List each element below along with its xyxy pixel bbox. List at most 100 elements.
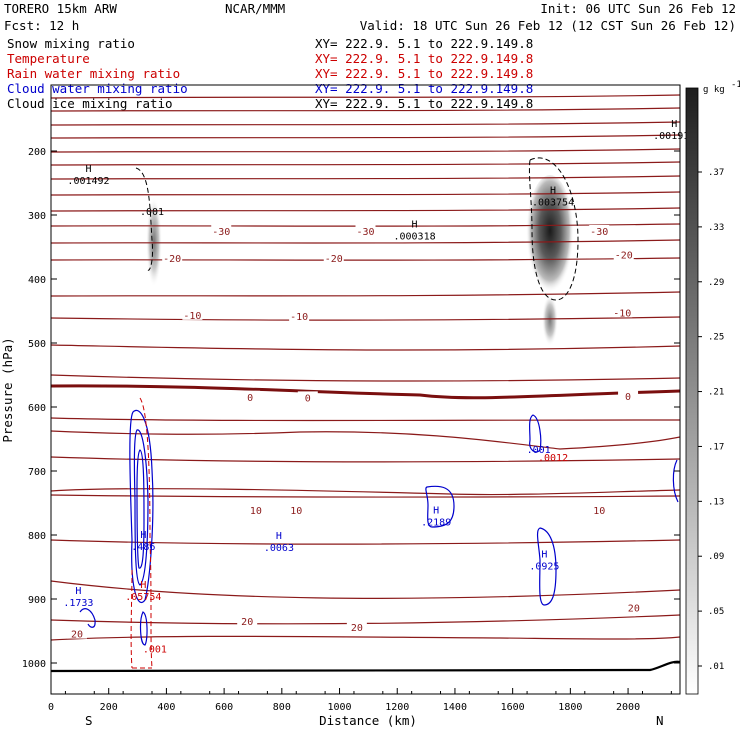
legend-xy-temperature: XY= 222.9. 5.1 to 222.9.149.8 bbox=[315, 51, 533, 66]
legend-xy-snow: XY= 222.9. 5.1 to 222.9.149.8 bbox=[315, 36, 533, 51]
x-axis-south-label: S bbox=[85, 713, 93, 728]
x-tick-label: 1000 bbox=[327, 702, 351, 713]
colorbar-ramp bbox=[685, 87, 699, 695]
temperature-label-bg bbox=[211, 225, 232, 236]
y-tick-label: 1000 bbox=[22, 659, 46, 670]
extremum-value: .001492 bbox=[67, 176, 109, 187]
colorbar-tick-label: .25 bbox=[708, 333, 724, 343]
plot-content bbox=[51, 94, 680, 673]
temperature-label: 20 bbox=[241, 617, 253, 628]
x-tick-label: 600 bbox=[215, 702, 233, 713]
legend-label-snow: Snow mixing ratio bbox=[7, 36, 135, 51]
temperature-contour-warm-3 bbox=[51, 635, 680, 641]
temperature-label: -20 bbox=[325, 254, 343, 265]
y-tick-label: 900 bbox=[28, 595, 46, 606]
extremum-value: .2189 bbox=[421, 518, 451, 529]
temperature-label: -10 bbox=[183, 311, 201, 322]
forecast-hour: Fcst: 12 h bbox=[4, 18, 79, 33]
legend-xy-rain: XY= 222.9. 5.1 to 222.9.149.8 bbox=[315, 66, 533, 81]
temperature-label: 10 bbox=[290, 506, 302, 517]
extremum-letter: H bbox=[550, 186, 556, 197]
extremum-letter: H bbox=[140, 580, 146, 591]
x-tick-label: 1400 bbox=[443, 702, 467, 713]
rain-contours bbox=[130, 397, 153, 669]
temperature-label: -20 bbox=[615, 251, 633, 262]
x-axis: 0 200 400 600 800 1000 1200 1400 1600 1800 2000 bbox=[48, 688, 672, 713]
x-tick-label: 200 bbox=[100, 702, 118, 713]
extremum-value: .000318 bbox=[393, 231, 435, 242]
temperature-labels: -30 -30 -30 -20 -20 -20 -10 -10 -10 0 0 0 10 10 10 20 20… bbox=[66, 225, 644, 641]
temperature-label: -30 bbox=[590, 227, 608, 238]
temperature-label-bg bbox=[297, 391, 318, 403]
temperature-label: -20 bbox=[163, 254, 181, 265]
legend-label-cloud-ice: Cloud ice mixing ratio bbox=[7, 96, 173, 111]
y-tick-label: 500 bbox=[28, 339, 46, 350]
temperature-label-bg bbox=[346, 621, 367, 633]
colorbar-tick-label: .09 bbox=[708, 552, 724, 562]
x-tick-label: 400 bbox=[157, 702, 175, 713]
legend-label-cloud-water: Cloud water mixing ratio bbox=[7, 81, 188, 96]
valid-time: Valid: 18 UTC Sun 26 Feb 12 (12 CST Sun … bbox=[360, 18, 736, 33]
colorbar-tick-label: .17 bbox=[708, 442, 724, 452]
temperature-label: 20 bbox=[71, 630, 83, 641]
x-tick-label: 1600 bbox=[501, 702, 525, 713]
y-tick-label: 300 bbox=[28, 211, 46, 222]
extremum-letter: H bbox=[541, 550, 547, 561]
temperature-label-bg bbox=[589, 225, 610, 236]
y-tick-label: 700 bbox=[28, 467, 46, 478]
temperature-label: -10 bbox=[290, 312, 308, 323]
temperature-label: -10 bbox=[613, 308, 631, 319]
y-tick-label: 400 bbox=[28, 275, 46, 286]
extremum-letter: H bbox=[412, 219, 418, 230]
temperature-label: 0 bbox=[305, 393, 311, 404]
legend-xy-cloud-ice: XY= 222.9. 5.1 to 222.9.149.8 bbox=[315, 96, 533, 111]
temperature-label-bg bbox=[613, 248, 634, 260]
extremum-value: .0925 bbox=[529, 562, 559, 573]
temperature-label-bg bbox=[286, 504, 307, 516]
colorbar-tick-label: .01 bbox=[708, 662, 724, 672]
extremum-value: .0063 bbox=[264, 543, 294, 554]
snow-shading-north bbox=[526, 175, 574, 299]
colorbar-tick-label: .21 bbox=[708, 388, 724, 398]
snow-contour-south bbox=[135, 167, 153, 271]
extremum-value: .001915 bbox=[653, 131, 695, 142]
field-legend: Snow mixing ratio XY= 222.9. 5.1 to 222.… bbox=[7, 36, 533, 111]
legend-label-temperature: Temperature bbox=[7, 51, 90, 66]
temperature-label: 10 bbox=[250, 506, 262, 517]
y-axis-title: Pressure (hPa) bbox=[0, 337, 15, 442]
x-tick-label: 1800 bbox=[558, 702, 582, 713]
temperature-label-bg bbox=[240, 390, 261, 402]
temperature-label-bg bbox=[237, 614, 258, 626]
extremum-value: .05754 bbox=[125, 592, 161, 603]
x-axis-north-label: N bbox=[656, 713, 664, 728]
colorbar: .01 .05 .09 .13 .17 .21 .25 .29 .33 .37 g kg -1 bbox=[685, 80, 740, 695]
extremum-letter: H bbox=[75, 586, 81, 597]
temperature-label-bg bbox=[66, 627, 87, 639]
legend-label-rain: Rain water mixing ratio bbox=[7, 66, 180, 81]
snow-contour-north bbox=[528, 157, 579, 301]
y-tick-label: 800 bbox=[28, 531, 46, 542]
x-tick-label: 2000 bbox=[616, 702, 640, 713]
extremum-value: .001 bbox=[527, 445, 551, 456]
extremum-value: .1733 bbox=[63, 598, 93, 609]
temperature-label-bg bbox=[289, 310, 310, 322]
extremum-value: .001 bbox=[140, 207, 164, 218]
colorbar-tick-label: .05 bbox=[708, 607, 724, 617]
ground-surface bbox=[51, 660, 680, 673]
snow-shading-north-tail bbox=[542, 294, 558, 346]
x-tick-label: 800 bbox=[273, 702, 291, 713]
temperature-label-bg bbox=[182, 308, 203, 320]
plot-frame bbox=[50, 84, 681, 695]
extremum-value: .0012 bbox=[538, 453, 568, 464]
legend-xy-cloud-water: XY= 222.9. 5.1 to 222.9.149.8 bbox=[315, 81, 533, 96]
extremum-letter: H bbox=[671, 119, 677, 130]
colorbar-unit: g kg bbox=[703, 85, 725, 95]
extremum-letter: H bbox=[140, 530, 146, 541]
extremum-value: .001 bbox=[143, 644, 167, 655]
temperature-label-bg bbox=[323, 251, 344, 263]
extremum-letter: H bbox=[85, 164, 91, 175]
temperature-label-bg bbox=[618, 390, 639, 402]
temperature-label-bg bbox=[589, 504, 610, 516]
